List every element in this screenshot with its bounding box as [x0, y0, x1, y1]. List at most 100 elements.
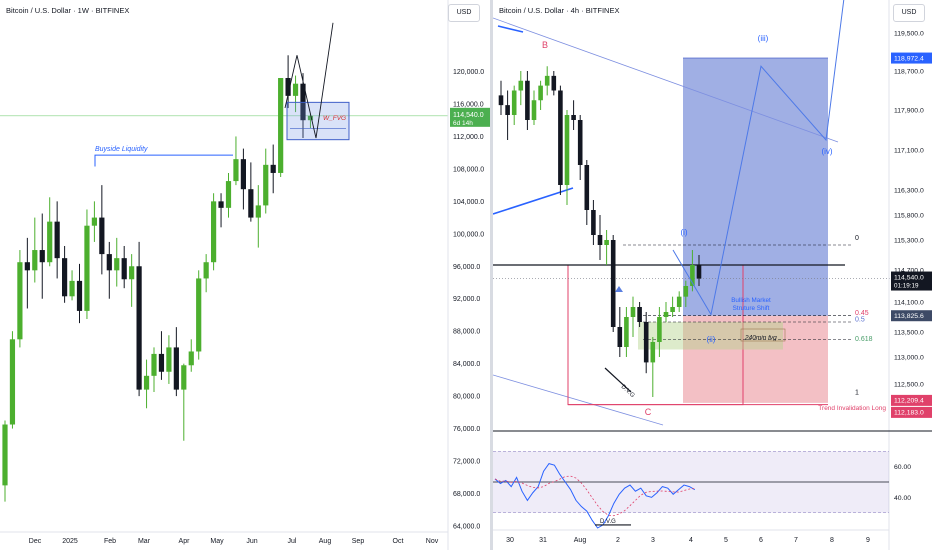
current-price-badge	[891, 271, 932, 291]
candle-body	[62, 258, 68, 297]
weekly-chart-panel[interactable]: Buyside Liquidity W_FVG 120,000.0 116,000.0…	[0, 0, 490, 550]
candle-body	[624, 317, 629, 347]
candle-body	[32, 250, 38, 271]
candle-body	[518, 80, 524, 91]
candle-body	[218, 201, 224, 208]
wave-iv-label: (iv)	[821, 147, 832, 156]
time-tick-label: Aug	[319, 538, 332, 545]
price-tick-label: 117,900.0	[894, 108, 924, 115]
target-zone-box	[683, 58, 828, 316]
current-price-label: 114,540.0	[453, 112, 484, 119]
price-divergence-line	[604, 367, 632, 393]
candle-body	[610, 240, 616, 327]
price-tick-label: 114,700.0	[894, 268, 924, 275]
time-tick-label: Sep	[352, 538, 365, 545]
wave-c-label: C	[645, 407, 652, 417]
candle-body	[285, 78, 291, 96]
level-low2-label: 112,183.0	[894, 409, 924, 416]
candle-body	[278, 78, 284, 173]
price-tick-label: 88,000.0	[453, 329, 480, 336]
countdown-label: 01:19:19	[894, 283, 919, 290]
level-mid-label-badge	[891, 310, 932, 322]
level-low1-badge	[891, 394, 932, 406]
currency-button[interactable]: USD	[448, 4, 480, 22]
oscillator-tick-label: 40.00	[894, 495, 911, 502]
time-tick-label: Jul	[288, 538, 297, 545]
fib-1-label: 1	[855, 389, 859, 396]
price-tick-label: 115,300.0	[894, 238, 924, 245]
candle-body	[188, 351, 194, 366]
candle-body	[676, 296, 682, 307]
candle-body	[591, 210, 596, 235]
time-tick-label: 9	[866, 537, 870, 544]
candle-body	[663, 312, 669, 317]
projection-line	[284, 22, 334, 139]
panel-divider[interactable]	[490, 0, 493, 550]
candle-body	[24, 262, 30, 271]
four-hour-chart-svg[interactable]: 240min fvg B C (iii) (iv) (i) (ii) Bullish Mark…	[493, 0, 932, 550]
price-tick-label: 119,500.0	[894, 31, 924, 38]
time-tick-label: 2025	[62, 538, 78, 545]
time-tick-label: Aug	[574, 537, 587, 544]
candle-body	[263, 164, 269, 206]
weekly-chart-svg[interactable]: Buyside Liquidity W_FVG 120,000.0 116,000.0…	[0, 0, 490, 550]
candle-body	[211, 201, 217, 263]
candle-body	[233, 159, 239, 182]
time-tick-label: Dec	[29, 538, 42, 545]
price-tick-label: 72,000.0	[453, 459, 480, 466]
price-tick-label: 115,800.0	[894, 213, 924, 220]
wave-iii-label: (iii)	[758, 34, 769, 43]
time-tick-label: Jun	[246, 538, 257, 545]
fvg-label: W_FVG	[323, 115, 346, 122]
current-price-label: 114,540.0	[894, 275, 924, 282]
price-tick-label: 92,000.0	[453, 296, 480, 303]
candle-body	[181, 365, 187, 390]
candle-body	[129, 266, 135, 280]
countdown-label: 6d 14h	[453, 120, 473, 127]
price-tick-label: 108,000.0	[453, 166, 484, 173]
wave-i-label: (i)	[680, 228, 687, 237]
time-tick-label: 5	[724, 537, 728, 544]
candle-body	[657, 317, 662, 342]
candle-body	[76, 280, 83, 311]
candle-body	[643, 322, 649, 363]
level-low1-label: 112,209.4	[894, 397, 924, 404]
wave-ii-label: (ii)	[707, 335, 716, 344]
candle-body	[584, 165, 590, 210]
price-tick-label: 76,000.0	[453, 426, 480, 433]
fvg-zone	[638, 322, 783, 350]
candle-body	[525, 80, 530, 120]
candle-body	[505, 105, 510, 115]
currency-button[interactable]: USD	[893, 4, 925, 22]
candle-body	[544, 75, 550, 86]
candle-body	[47, 221, 53, 263]
time-tick-label: 3	[651, 537, 655, 544]
price-divergence-label: D.V.G	[620, 384, 636, 399]
price-tick-label: 64,000.0	[453, 523, 480, 530]
candle-body	[292, 83, 299, 96]
fib-0-label: 0	[855, 235, 859, 242]
price-tick-label: 84,000.0	[453, 361, 480, 368]
candle-body	[577, 120, 583, 165]
price-tick-label: 113,500.0	[894, 330, 924, 337]
price-tick-label: 68,000.0	[453, 491, 480, 498]
level-low2-badge	[891, 406, 932, 418]
candle-body	[248, 189, 254, 218]
fib-05-label: 0.5	[855, 317, 865, 324]
channel-lower-line	[493, 374, 664, 426]
time-tick-label: 7	[794, 537, 798, 544]
four-hour-chart-panel[interactable]: 240min fvg B C (iii) (iv) (i) (ii) Bullish Mark…	[493, 0, 932, 550]
candle-body	[114, 258, 120, 271]
candle-body	[84, 225, 90, 311]
candle-body	[551, 75, 557, 91]
weekly-chart-title: Bitcoin / U.S. Dollar · 1W · BITFINEX	[6, 6, 130, 15]
invalidation-label: Trend Invalidation Long	[818, 405, 886, 412]
time-tick-label: 4	[689, 537, 693, 544]
trend-line-top	[497, 25, 524, 33]
time-tick-label: 2	[616, 537, 620, 544]
candle-body	[498, 95, 504, 106]
fib-0618-label: 0.618	[855, 336, 873, 343]
mss-label-line1: Bullish Market	[731, 297, 771, 304]
channel-upper-line	[493, 17, 839, 143]
candle-body	[558, 90, 563, 185]
